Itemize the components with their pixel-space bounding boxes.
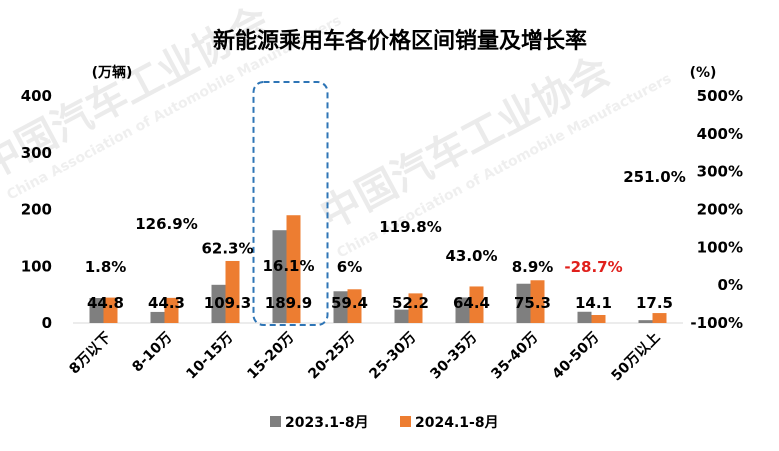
bar-2024 [408, 293, 423, 323]
bars [89, 215, 667, 323]
left-tick-label: 400 [21, 87, 52, 105]
right-tick-label: 200% [697, 201, 743, 219]
growth-label: 1.8% [85, 258, 127, 276]
growth-label: 119.8% [379, 218, 441, 236]
right-tick-label: 400% [697, 125, 743, 143]
bar-2023 [89, 298, 104, 323]
left-tick-label: 0 [42, 314, 52, 332]
legend-swatch [400, 416, 411, 427]
category-label: 40-50万 [549, 330, 602, 383]
legend-label: 2024.1-8月 [415, 415, 499, 431]
legend-swatch [270, 416, 281, 427]
growth-label: 8.9% [512, 258, 554, 276]
right-tick-label: 100% [697, 238, 743, 256]
bar-2023 [333, 291, 348, 323]
bar-2024 [286, 215, 301, 323]
category-label: 30-35万 [427, 330, 480, 383]
left-axis-unit: (万辆) [92, 64, 133, 81]
value-label: 64.4 [453, 294, 490, 312]
value-label: 75.3 [514, 294, 551, 312]
category-label: 8-10万 [129, 330, 175, 376]
growth-label: 62.3% [201, 240, 253, 258]
left-axis-ticks: 0 100 200 300 400 [21, 87, 52, 332]
category-label: 50万以上 [609, 330, 664, 385]
value-label: 52.2 [392, 294, 429, 312]
bar-2023 [577, 311, 592, 323]
bar-2024 [469, 286, 484, 323]
chart-title: 新能源乘用车各价格区间销量及增长率 [213, 28, 587, 54]
value-label: 44.8 [87, 294, 124, 312]
category-label: 20-25万 [305, 330, 358, 383]
bar-2024 [591, 314, 606, 323]
growth-label: 43.0% [445, 247, 497, 265]
bar-2023 [272, 230, 287, 323]
value-label: 14.1 [575, 294, 612, 312]
bar-2024 [347, 289, 362, 323]
growth-label: 126.9% [135, 215, 197, 233]
value-label: 17.5 [636, 294, 673, 312]
growth-label: 6% [337, 258, 362, 276]
growth-label: 251.0% [623, 168, 685, 186]
category-label: 25-30万 [366, 330, 419, 383]
bar-2023 [455, 297, 470, 323]
left-tick-label: 100 [21, 257, 52, 275]
legend: 2023.1-8月 2024.1-8月 [270, 415, 499, 431]
growth-label: -28.7% [564, 258, 622, 276]
category-labels: 8万以下 8-10万 10-15万 15-20万 20-25万 25-30万 30-35万 3… [66, 330, 663, 385]
bar-2023 [211, 284, 226, 323]
growth-labels: 1.8% 126.9%62.3% 16.1% 6% 119.8%43.0% 8.9% -28… [85, 168, 686, 276]
legend-label: 2023.1-8月 [285, 415, 369, 431]
bar-2024 [164, 297, 179, 323]
bar-2024 [530, 280, 545, 323]
value-label: 189.9 [265, 294, 312, 312]
bar-2023 [394, 309, 409, 323]
right-axis-ticks: -100% 0% 100% 200% 300% 400% 500% [690, 87, 743, 332]
bar-2023 [150, 311, 165, 323]
bar-2024 [652, 313, 667, 323]
watermark-text-cn: 中国汽车工业协会 [313, 48, 617, 239]
highlight-rect [252, 81, 329, 326]
left-tick-label: 300 [21, 144, 52, 162]
right-tick-label: 0% [718, 276, 743, 294]
category-label: 35-40万 [488, 330, 541, 383]
right-axis-unit: (%) [690, 65, 717, 81]
value-label: 59.4 [331, 294, 368, 312]
bar-2023 [638, 320, 653, 323]
value-label: 109.3 [204, 294, 251, 312]
value-labels: 44.8 44.3 109.3 189.9 59.4 52.2 64.4 75.3 14.1 17… [87, 294, 673, 312]
bar-2023 [516, 283, 531, 323]
left-tick-label: 200 [21, 201, 52, 219]
right-tick-label: -100% [690, 314, 743, 332]
category-label: 15-20万 [244, 330, 297, 383]
growth-label: 16.1% [262, 257, 314, 275]
category-label: 10-15万 [183, 330, 236, 383]
bar-2024 [103, 297, 118, 323]
category-label: 8万以下 [66, 330, 114, 378]
right-tick-label: 300% [697, 163, 743, 181]
bar-2024 [225, 260, 240, 323]
highlight-box [252, 81, 329, 326]
value-label: 44.3 [148, 294, 185, 312]
right-tick-label: 500% [697, 87, 743, 105]
